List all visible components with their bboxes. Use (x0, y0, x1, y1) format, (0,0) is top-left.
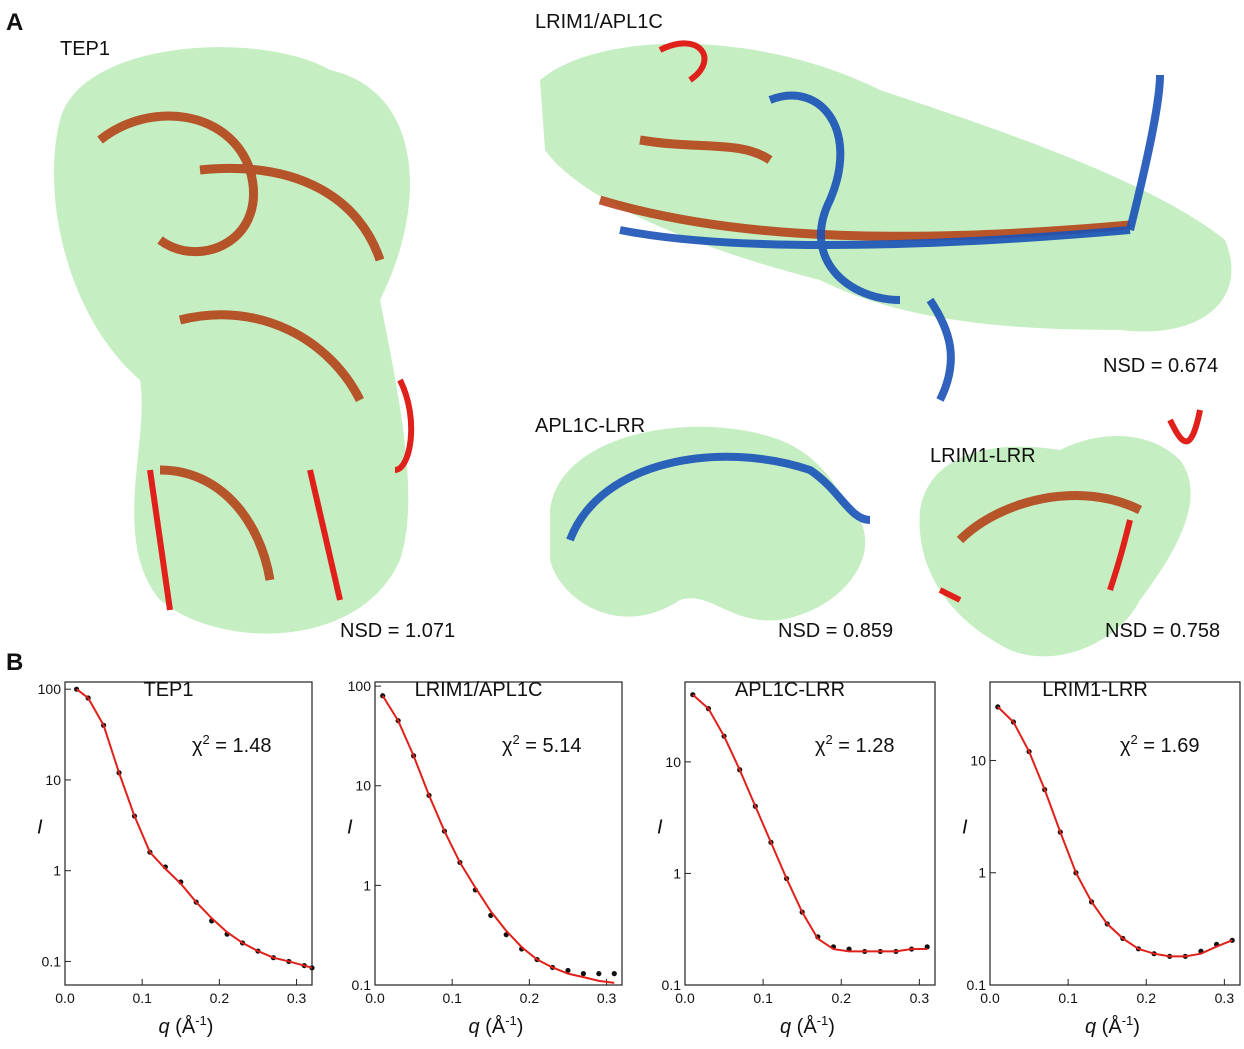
y-tick-label: 1 (363, 877, 371, 893)
x-tick-label: 0.2 (1137, 990, 1157, 1006)
fit-line (75, 688, 313, 969)
x-tick-label: 0.2 (520, 990, 540, 1006)
x-label-part: ) (517, 1016, 524, 1038)
x-tick-label: 0.2 (832, 990, 852, 1006)
x-tick-label: 0.1 (753, 990, 773, 1006)
annotation: χ2 = 5.14 (502, 732, 581, 757)
annotation-part: 2 (513, 732, 520, 747)
annotation-part: = 5.14 (520, 735, 582, 757)
y-tick-label: 10 (665, 754, 681, 770)
y-axis-label: I (657, 817, 663, 839)
x-tick-label: 0.3 (287, 990, 307, 1006)
y-tick-label: 1 (53, 863, 61, 879)
y-tick-label: 0.1 (352, 977, 372, 993)
chart-title: LRIM1-LRR (1042, 679, 1148, 701)
panel-label: A (6, 9, 23, 36)
fit-line (381, 695, 615, 984)
x-label-part: (Å (480, 1015, 506, 1038)
x-label-part: -1 (195, 1013, 207, 1028)
y-tick-label: 10 (970, 752, 986, 768)
y-tick-label: 0.1 (42, 953, 62, 969)
x-label-part: -1 (817, 1013, 829, 1028)
data-point (580, 971, 587, 977)
x-tick-label: 0.3 (910, 990, 930, 1006)
x-label-part: ) (207, 1016, 214, 1038)
panel-a-art (53, 40, 1232, 657)
y-tick-label: 10 (355, 778, 371, 794)
y-axis-label: I (347, 817, 353, 839)
annotation-part: 2 (1131, 732, 1138, 747)
x-label-part: ) (1133, 1016, 1140, 1038)
x-tick-label: 0.1 (132, 990, 152, 1006)
annotation-part: = 1.69 (1138, 735, 1200, 757)
nsd-label: NSD = 0.758 (1105, 620, 1220, 642)
x-tick-label: 0.0 (675, 990, 695, 1006)
y-tick-label: 10 (45, 772, 61, 788)
annotation-part: χ (192, 735, 203, 757)
y-tick-label: 100 (38, 681, 62, 697)
annotation-part: = 1.28 (833, 735, 895, 757)
x-tick-label: 0.3 (1215, 990, 1235, 1006)
nsd-label: NSD = 0.674 (1103, 355, 1218, 377)
fit-line (692, 693, 928, 953)
x-tick-label: 0.3 (597, 990, 617, 1006)
x-label-part: -1 (1122, 1013, 1134, 1028)
structure-name: LRIM1-LRR (930, 445, 1036, 467)
y-axis-label: I (962, 817, 968, 839)
plot-frame (684, 681, 936, 986)
x-label-part: q (1085, 1016, 1096, 1038)
x-tick-label: 0.0 (980, 990, 1000, 1006)
annotation-part: 2 (203, 732, 210, 747)
plot-frame (989, 681, 1241, 986)
y-tick-label: 100 (348, 678, 372, 694)
annotation-part: χ (1120, 735, 1131, 757)
nsd-label: NSD = 1.071 (340, 620, 455, 642)
y-axis-label: I (37, 817, 43, 839)
x-axis-label: q (Å-1) (159, 1013, 214, 1038)
y-tick-label: 0.1 (967, 977, 987, 993)
x-axis-label: q (Å-1) (780, 1013, 835, 1038)
data-point (596, 971, 602, 977)
x-axis-label: q (Å-1) (469, 1013, 524, 1038)
x-label-part: (Å (170, 1015, 196, 1038)
x-label-part: q (159, 1016, 170, 1038)
structure-name: LRIM1/APL1C (535, 11, 663, 33)
x-tick-label: 0.0 (55, 990, 75, 1006)
data-point (611, 971, 617, 977)
x-label-part: ) (828, 1016, 835, 1038)
x-tick-label: 0.0 (365, 990, 385, 1006)
annotation-part: = 1.48 (210, 735, 272, 757)
x-label-part: q (469, 1016, 480, 1038)
nsd-label: NSD = 0.859 (778, 620, 893, 642)
plot-frame (374, 681, 623, 986)
x-label-part: (Å (1096, 1015, 1122, 1038)
structure-name: APL1C-LRR (535, 415, 645, 437)
annotation: χ2 = 1.69 (1120, 732, 1199, 757)
x-label-part: q (780, 1016, 791, 1038)
x-label-part: (Å (791, 1015, 817, 1038)
plot-frame (64, 681, 313, 986)
annotation-part: χ (815, 735, 826, 757)
x-axis-label: q (Å-1) (1085, 1013, 1140, 1038)
fit-line (997, 706, 1233, 958)
y-tick-label: 1 (978, 865, 986, 881)
structure-name: TEP1 (60, 38, 110, 60)
panel-label: B (6, 649, 23, 676)
x-tick-label: 0.1 (1058, 990, 1078, 1006)
annotation-part: 2 (826, 732, 833, 747)
chart-title: LRIM1/APL1C (415, 679, 543, 701)
y-tick-label: 1 (673, 865, 681, 881)
y-tick-label: 0.1 (662, 977, 682, 993)
annotation: χ2 = 1.48 (192, 732, 271, 757)
x-label-part: -1 (505, 1013, 517, 1028)
x-tick-label: 0.2 (210, 990, 230, 1006)
chart-title: TEP1 (143, 679, 193, 701)
x-tick-label: 0.1 (442, 990, 462, 1006)
data-point (565, 967, 571, 974)
chart-title: APL1C-LRR (735, 679, 845, 701)
annotation-part: χ (502, 735, 513, 757)
annotation: χ2 = 1.28 (815, 732, 894, 757)
